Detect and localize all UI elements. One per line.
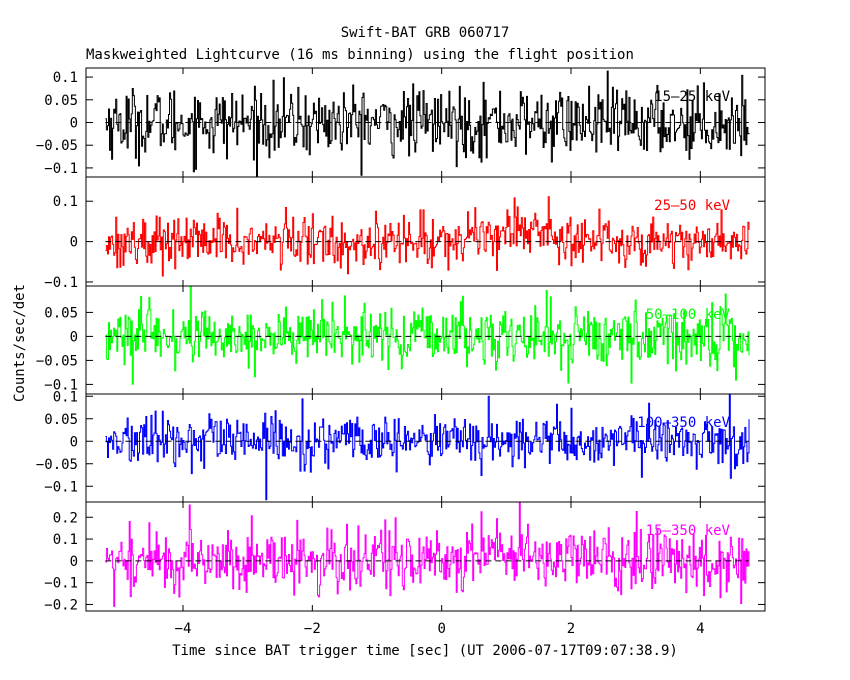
ytick-label-1-1: 0 — [70, 235, 78, 251]
y-axis-label: Counts/sec/det — [12, 284, 28, 402]
ytick-label-0-3: 0.05 — [44, 93, 78, 109]
panel-0: −0.1 −0.05 0 0.05 0.1 15–25 keV — [36, 67, 766, 178]
series-line-3 — [105, 393, 750, 501]
xtick-label-0: −4 — [175, 621, 192, 637]
ytick-label-0-4: 0.1 — [53, 70, 78, 86]
panels-layer: −0.1 −0.05 0 0.05 0.1 15–25 keV −0.1 0 0.1 25–50 … — [36, 67, 766, 613]
ytick-label-4-4: 0.2 — [53, 510, 78, 526]
series-line-0 — [105, 70, 750, 178]
ytick-label-0-0: −0.1 — [44, 161, 78, 177]
xtick-label-4: 4 — [696, 621, 704, 637]
ytick-label-1-0: −0.1 — [44, 275, 78, 291]
x-tick-labels: −4 −2 0 2 4 — [175, 621, 705, 637]
ytick-label-4-3: 0.1 — [53, 532, 78, 548]
xtick-label-2: 0 — [437, 621, 445, 637]
ytick-label-2-0: −0.1 — [44, 377, 78, 393]
ytick-label-3-1: −0.05 — [36, 457, 78, 473]
xtick-label-3: 2 — [567, 621, 575, 637]
panel-frame-4 — [85, 501, 766, 612]
band-label-0: 15–25 keV — [654, 89, 730, 105]
ytick-label-0-2: 0 — [70, 116, 78, 132]
ytick-label-4-1: −0.1 — [44, 576, 78, 592]
chart-subtitle: Maskweighted Lightcurve (16 ms binning) … — [86, 47, 634, 63]
panel-2: −0.1 −0.05 0 0.05 50–100 keV — [36, 285, 766, 395]
panel-frame-3 — [85, 393, 766, 503]
band-label-4: 15–350 keV — [646, 523, 731, 539]
ytick-label-4-0: −0.2 — [44, 597, 78, 613]
panel-frame-1 — [85, 176, 766, 287]
ytick-label-0-1: −0.05 — [36, 138, 78, 154]
ytick-label-1-2: 0.1 — [53, 194, 78, 210]
band-label-2: 50–100 keV — [646, 307, 731, 323]
band-label-3: 100–350 keV — [637, 415, 730, 431]
ytick-label-2-2: 0 — [70, 329, 78, 345]
panel-3: −0.1 −0.05 0 0.05 0.1 100–350 keV — [36, 389, 766, 503]
panel-4: −0.2 −0.1 0 0.1 0.2 15–350 keV — [44, 501, 766, 613]
ytick-label-3-2: 0 — [70, 434, 78, 450]
ytick-label-3-3: 0.05 — [44, 412, 78, 428]
ytick-label-3-0: −0.1 — [44, 479, 78, 495]
series-line-2 — [105, 285, 750, 385]
chart-title: Swift-BAT GRB 060717 — [341, 25, 510, 41]
panel-1: −0.1 0 0.1 25–50 keV — [44, 176, 766, 291]
x-axis-label: Time since BAT trigger time [sec] (UT 20… — [172, 643, 678, 659]
ytick-label-4-2: 0 — [70, 554, 78, 570]
ytick-label-2-1: −0.05 — [36, 353, 78, 369]
series-line-4 — [105, 501, 750, 607]
series-line-1 — [105, 196, 750, 277]
xtick-label-1: −2 — [304, 621, 321, 637]
ytick-label-3-4: 0.1 — [53, 389, 78, 405]
band-label-1: 25–50 keV — [654, 198, 730, 214]
ytick-label-2-3: 0.05 — [44, 305, 78, 321]
